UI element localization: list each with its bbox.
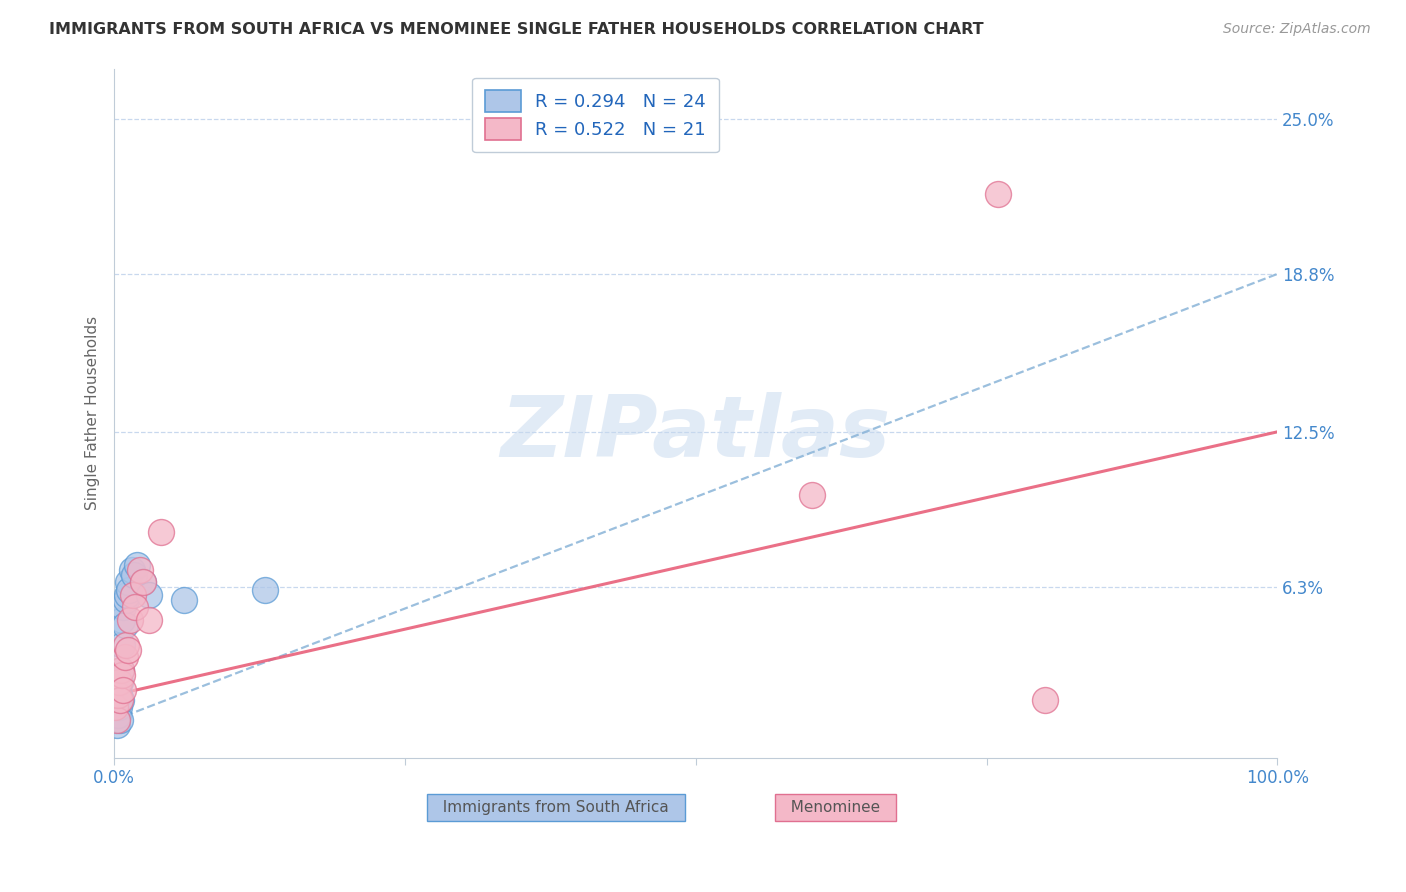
Point [108,688,131,702]
Legend: R = 0.294   N = 24, R = 0.522   N = 21: R = 0.294 N = 24, R = 0.522 N = 21 [472,78,718,153]
Point [138,588,160,602]
Text: IMMIGRANTS FROM SOUTH AFRICA VS MENOMINEE SINGLE FATHER HOUSEHOLDS CORRELATION C: IMMIGRANTS FROM SOUTH AFRICA VS MENOMINE… [49,22,984,37]
Point [108,675,131,690]
Point [132,575,155,590]
Point [110,663,132,677]
Point [149,525,172,540]
Y-axis label: Single Father Households: Single Father Households [86,316,100,510]
Point [110,663,132,677]
Point [114,638,136,652]
Point [121,588,143,602]
Point [114,592,136,607]
Point [1033,693,1056,707]
Point [108,700,131,714]
Point [107,688,129,702]
Point [115,588,138,602]
Point [114,617,136,632]
Point [801,487,824,501]
Point [121,563,143,577]
Point [117,643,139,657]
Point [127,558,149,572]
Point [111,638,134,652]
Point [254,582,277,597]
Point [105,713,128,727]
Point [110,693,132,707]
Text: Source: ZipAtlas.com: Source: ZipAtlas.com [1223,22,1371,37]
Text: ZIPatlas: ZIPatlas [501,392,891,475]
Point [108,693,131,707]
Point [987,186,1010,201]
Point [124,600,146,615]
Text: Immigrants from South Africa: Immigrants from South Africa [433,800,679,814]
Point [117,575,139,590]
Point [173,592,195,607]
Point [112,682,135,697]
Point [108,675,131,690]
Point [111,668,134,682]
Text: Menominee: Menominee [780,800,890,814]
Point [122,567,145,582]
Point [138,613,160,627]
Point [104,700,127,714]
Point [111,613,134,627]
Point [105,718,128,732]
Point [107,708,129,723]
Point [114,650,136,665]
Point [128,563,150,577]
Point [132,575,155,590]
Point [120,613,142,627]
Point [104,713,127,727]
Point [108,713,131,727]
Point [118,582,141,597]
Point [112,600,135,615]
